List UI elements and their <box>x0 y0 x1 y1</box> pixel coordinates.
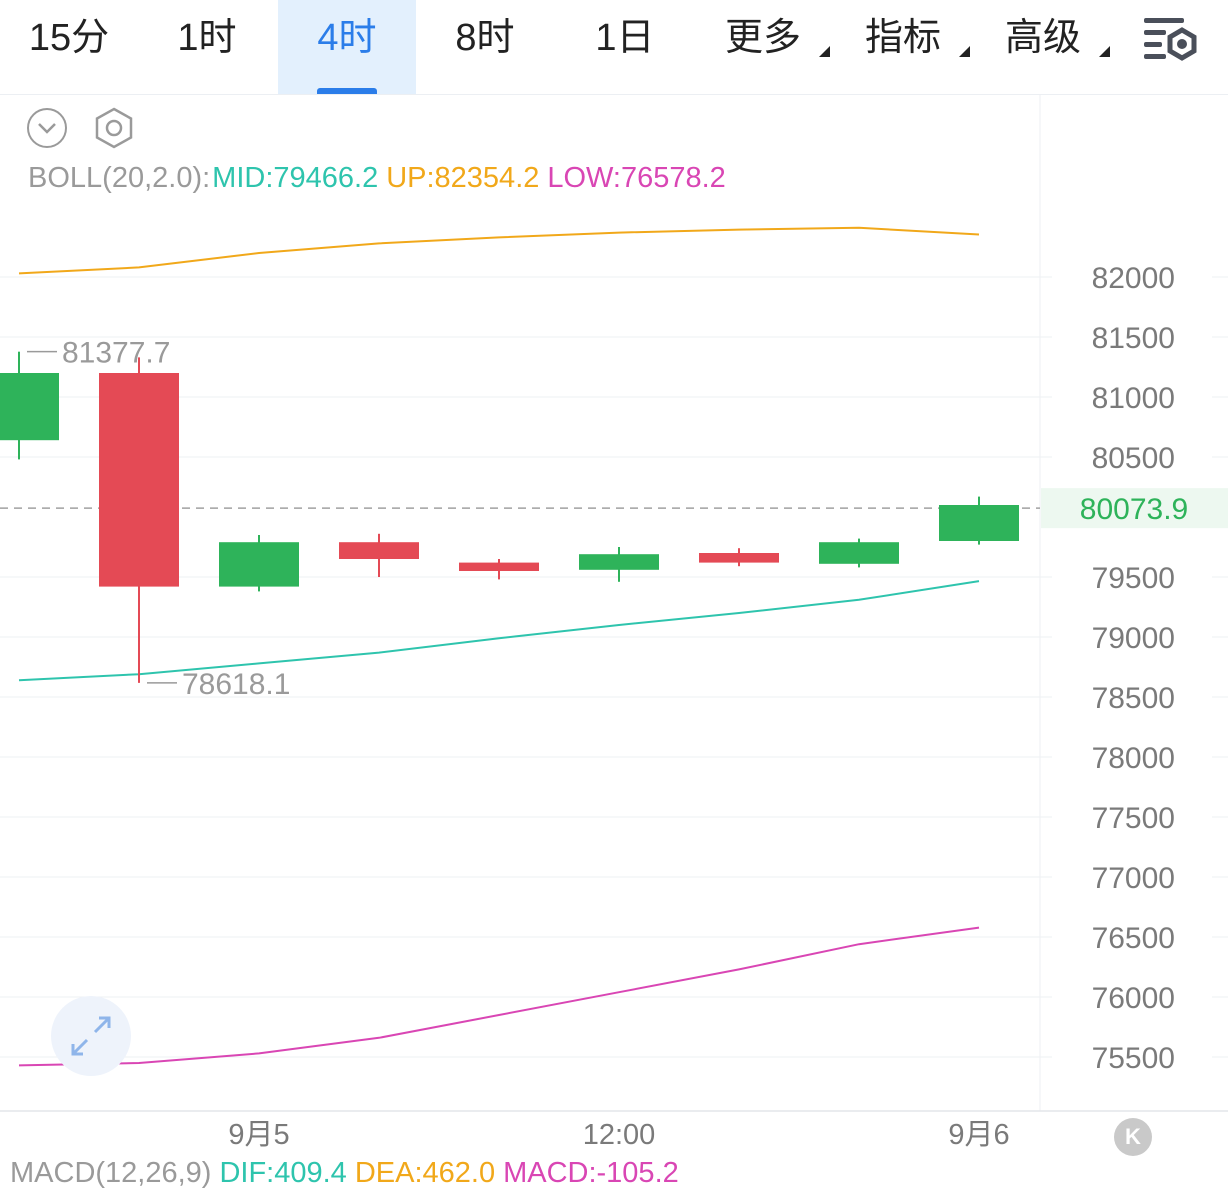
candle-body[interactable] <box>819 542 899 564</box>
candle-body[interactable] <box>459 562 539 571</box>
candle-body[interactable] <box>339 542 419 559</box>
candle-body[interactable] <box>699 553 779 563</box>
list-gear-icon[interactable] <box>1138 10 1202 74</box>
macd-name: MACD(12,26,9) <box>10 1157 212 1189</box>
boll-legend: BOLL(20,2.0):MID:79466.2 UP:82354.2 LOW:76… <box>28 162 734 195</box>
chevron-down-icon[interactable] <box>26 107 68 154</box>
boll-upper-line <box>18 226 980 275</box>
y-tick-label: 82000 <box>1092 262 1175 295</box>
candle-body[interactable] <box>939 505 1019 541</box>
y-tick-label: 79500 <box>1092 562 1175 595</box>
tab-7[interactable]: 高级 <box>974 0 1112 94</box>
current-price-label: 80073.9 <box>1080 493 1188 526</box>
tab-label: 4时 <box>317 17 377 59</box>
hexagon-gear-icon[interactable] <box>92 106 136 155</box>
x-tick-label: 9月5 <box>228 1119 289 1151</box>
boll-low: LOW:76578.2 <box>547 162 726 194</box>
boll-name: BOLL(20,2.0): <box>28 162 211 194</box>
tab-label: 8时 <box>455 17 515 59</box>
boll-mid-line <box>18 580 980 682</box>
tab-0[interactable]: 15分 <box>0 0 138 94</box>
y-tick-label: 81500 <box>1092 322 1175 355</box>
boll-lower-line <box>18 926 980 1067</box>
dropdown-corner-icon <box>1099 46 1110 57</box>
macd-value: MACD:-105.2 <box>503 1157 679 1189</box>
y-tick-label: 78000 <box>1092 742 1175 775</box>
timeframe-toolbar: 15分 1时 4时 8时 1日 更多 指标 高级 <box>0 0 1228 95</box>
tab-5[interactable]: 更多 <box>694 0 832 94</box>
macd-dif: DIF:409.4 <box>219 1157 347 1189</box>
tab-4[interactable]: 1日 <box>556 0 694 94</box>
candle-body[interactable] <box>219 542 299 587</box>
tab-label: 1时 <box>177 17 237 59</box>
y-tick-label: 79000 <box>1092 622 1175 655</box>
extreme-label: 78618.1 <box>182 668 290 701</box>
macd-dea: DEA:462.0 <box>354 1157 496 1189</box>
y-tick-label: 76500 <box>1092 922 1175 955</box>
y-tick-label: 75500 <box>1092 1042 1175 1075</box>
dropdown-corner-icon <box>819 46 830 57</box>
boll-up: UP:82354.2 <box>386 162 540 194</box>
tab-label: 高级 <box>1004 17 1081 59</box>
macd-legend: MACD(12,26,9) DIF:409.4 DEA:462.0 MACD:-105… <box>10 1157 687 1190</box>
expand-arrows-icon[interactable] <box>51 996 131 1076</box>
y-tick-label: 76000 <box>1092 982 1175 1015</box>
boll-mid: MID:79466.2 <box>212 162 379 194</box>
y-tick-label: 80500 <box>1092 442 1175 475</box>
extreme-label: 81377.7 <box>62 337 170 370</box>
y-tick-label: 77000 <box>1092 862 1175 895</box>
tab-2[interactable]: 4时 <box>278 0 416 94</box>
tab-3[interactable]: 8时 <box>416 0 554 94</box>
active-tab-indicator <box>317 88 377 94</box>
tab-label: 15分 <box>28 17 110 59</box>
current-price-badge <box>1041 488 1228 529</box>
y-tick-label: 78500 <box>1092 682 1175 715</box>
dropdown-corner-icon <box>959 46 970 57</box>
y-tick-label: 81000 <box>1092 382 1175 415</box>
candle-body[interactable] <box>579 554 659 570</box>
candlestick-chart[interactable]: 82000 81500 81000 80500 79500 79000 78500 78000… <box>0 95 1228 1191</box>
y-tick-label: 77500 <box>1092 802 1175 835</box>
tab-label: 指标 <box>864 17 941 59</box>
x-tick-label: 9月6 <box>948 1119 1009 1151</box>
candle-body[interactable] <box>99 373 179 587</box>
tab-1[interactable]: 1时 <box>138 0 276 94</box>
tab-label: 1日 <box>595 17 655 59</box>
x-tick-label: 12:00 <box>583 1119 656 1151</box>
tab-6[interactable]: 指标 <box>834 0 972 94</box>
k-icon[interactable]: K <box>1114 1118 1152 1156</box>
candle-body[interactable] <box>0 373 59 441</box>
tab-label: 更多 <box>724 17 801 59</box>
